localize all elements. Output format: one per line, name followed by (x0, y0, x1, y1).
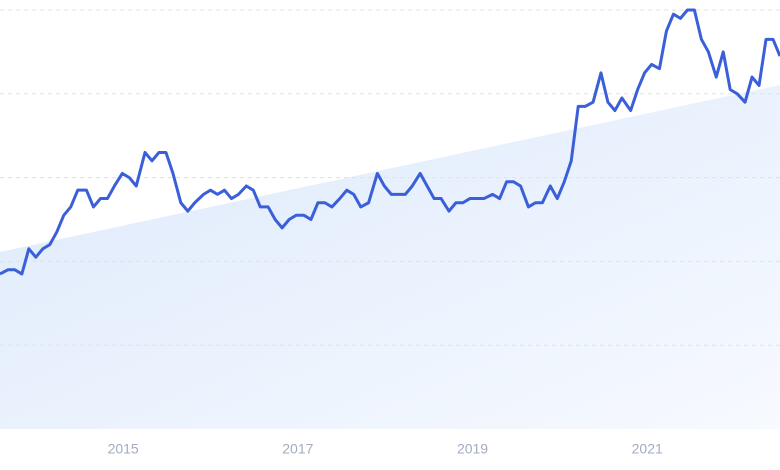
x-tick-label: 2017 (282, 441, 313, 457)
x-tick-label: 2015 (108, 441, 139, 457)
line (0, 8, 780, 276)
x-tick-label: 2019 (457, 441, 488, 457)
x-tick-label: 2021 (632, 441, 663, 457)
trend-area (0, 85, 780, 429)
